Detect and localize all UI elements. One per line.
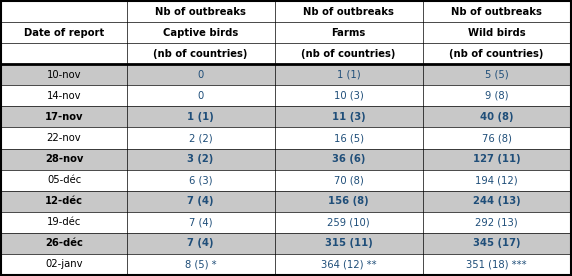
Bar — [1, 86, 571, 107]
Text: Nb of outbreaks: Nb of outbreaks — [155, 7, 246, 17]
Bar — [1, 190, 571, 212]
Text: 10 (3): 10 (3) — [333, 91, 363, 101]
Text: 364 (12) **: 364 (12) ** — [321, 259, 376, 269]
Text: 17-nov: 17-nov — [45, 112, 84, 122]
Text: Nb of outbreaks: Nb of outbreaks — [451, 7, 542, 17]
Text: 11 (3): 11 (3) — [332, 112, 366, 122]
Text: 7 (4): 7 (4) — [188, 238, 214, 248]
Bar — [1, 169, 571, 190]
Text: 40 (8): 40 (8) — [480, 112, 513, 122]
Text: 26-déc: 26-déc — [45, 238, 83, 248]
Text: 05-déc: 05-déc — [47, 175, 81, 185]
Text: Nb of outbreaks: Nb of outbreaks — [303, 7, 394, 17]
Text: Farms: Farms — [332, 28, 366, 38]
Text: Wild birds: Wild birds — [468, 28, 526, 38]
Text: 19-déc: 19-déc — [47, 217, 81, 227]
Text: 12-déc: 12-déc — [45, 196, 83, 206]
Text: 351 (18) ***: 351 (18) *** — [466, 259, 527, 269]
Text: 1 (1): 1 (1) — [337, 70, 360, 80]
Text: 7 (4): 7 (4) — [188, 196, 214, 206]
Text: (nb of countries): (nb of countries) — [153, 49, 248, 59]
Bar — [1, 233, 571, 254]
Bar — [1, 1, 571, 64]
Text: 315 (11): 315 (11) — [325, 238, 372, 248]
Text: 70 (8): 70 (8) — [333, 175, 363, 185]
Text: 5 (5): 5 (5) — [485, 70, 509, 80]
Text: 7 (4): 7 (4) — [189, 217, 212, 227]
Text: 02-janv: 02-janv — [45, 259, 83, 269]
Text: 0: 0 — [197, 91, 204, 101]
Text: 36 (6): 36 (6) — [332, 154, 366, 164]
Text: 127 (11): 127 (11) — [473, 154, 521, 164]
Bar — [1, 64, 571, 86]
Bar — [1, 254, 571, 275]
Text: 3 (2): 3 (2) — [188, 154, 214, 164]
Bar — [1, 107, 571, 128]
Text: 292 (13): 292 (13) — [475, 217, 518, 227]
Text: 156 (8): 156 (8) — [328, 196, 369, 206]
Bar — [1, 128, 571, 148]
Text: 16 (5): 16 (5) — [333, 133, 364, 143]
Bar — [1, 212, 571, 233]
Text: 9 (8): 9 (8) — [485, 91, 509, 101]
Text: Date of report: Date of report — [24, 28, 104, 38]
Text: 76 (8): 76 (8) — [482, 133, 511, 143]
Text: (nb of countries): (nb of countries) — [450, 49, 544, 59]
Text: 0: 0 — [197, 70, 204, 80]
Text: 194 (12): 194 (12) — [475, 175, 518, 185]
Text: 345 (17): 345 (17) — [473, 238, 521, 248]
Text: (nb of countries): (nb of countries) — [301, 49, 396, 59]
Text: 14-nov: 14-nov — [47, 91, 81, 101]
Text: 28-nov: 28-nov — [45, 154, 83, 164]
Text: 2 (2): 2 (2) — [189, 133, 212, 143]
Text: 244 (13): 244 (13) — [473, 196, 521, 206]
Text: 10-nov: 10-nov — [47, 70, 81, 80]
Text: 22-nov: 22-nov — [47, 133, 81, 143]
Text: 8 (5) *: 8 (5) * — [185, 259, 216, 269]
Text: Captive birds: Captive birds — [163, 28, 239, 38]
Text: 1 (1): 1 (1) — [187, 112, 214, 122]
Text: 259 (10): 259 (10) — [327, 217, 370, 227]
Text: 6 (3): 6 (3) — [189, 175, 212, 185]
Bar — [1, 148, 571, 169]
